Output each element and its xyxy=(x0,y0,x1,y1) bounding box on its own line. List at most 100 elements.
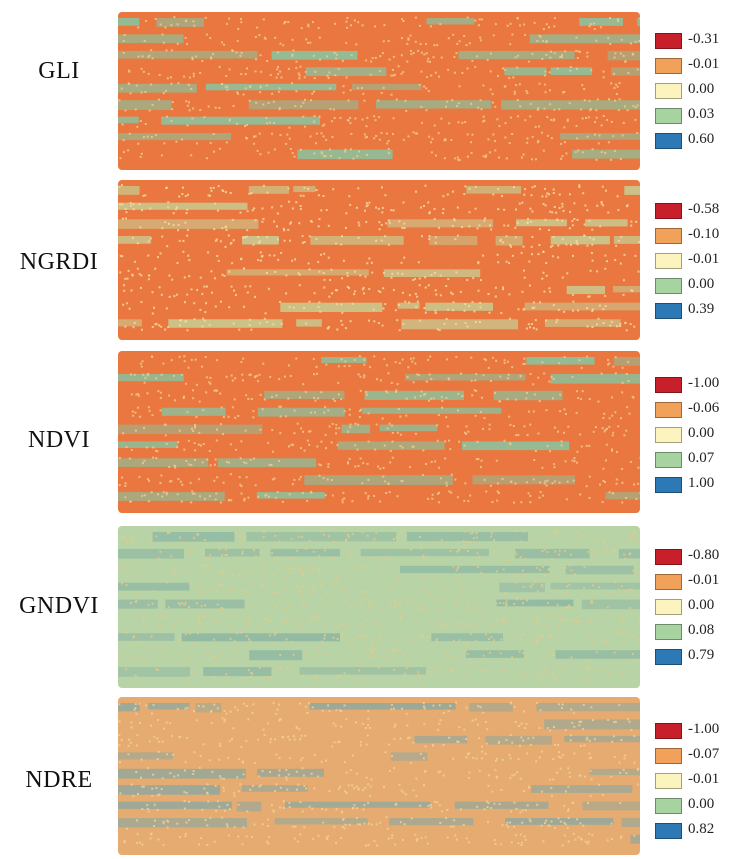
plot-dot xyxy=(478,555,481,558)
plot-dot xyxy=(579,774,582,777)
plot-dot xyxy=(586,55,589,58)
plot-dot xyxy=(240,631,243,634)
plot-dot xyxy=(127,745,130,747)
plot-dot xyxy=(538,34,541,37)
plot-dot xyxy=(144,91,147,93)
plot-dot xyxy=(559,820,562,823)
plot-dot xyxy=(599,26,602,29)
plot-dot xyxy=(488,601,491,604)
plot-dot xyxy=(367,802,370,805)
plot-dot xyxy=(329,148,331,151)
plot-dot xyxy=(589,269,592,272)
plot-dot xyxy=(353,648,356,651)
plot-dot xyxy=(492,193,495,196)
plot-dot xyxy=(348,823,351,826)
plot-dot xyxy=(418,676,421,679)
plot-dot xyxy=(552,653,555,656)
plot-dot xyxy=(596,270,599,273)
plot-dot xyxy=(120,87,123,90)
plot-dot xyxy=(577,50,580,53)
plot-dot xyxy=(560,142,563,145)
plot-dot xyxy=(492,625,494,628)
plot-dot xyxy=(409,357,412,360)
plot-dot xyxy=(188,259,191,262)
plot-dot xyxy=(324,494,327,497)
plot-dot xyxy=(343,150,346,153)
plot-dot xyxy=(290,538,293,540)
plot-dot xyxy=(395,602,397,605)
plot-dot xyxy=(586,325,589,328)
plot-dot xyxy=(607,37,610,40)
plot-dot xyxy=(205,302,208,305)
plot-dot xyxy=(307,25,310,28)
plot-dot xyxy=(337,67,340,70)
plot-dot xyxy=(515,807,518,810)
plot-dot xyxy=(621,585,623,588)
plot-dot xyxy=(214,106,217,109)
plot-dot xyxy=(387,482,390,485)
plot-dot xyxy=(414,362,417,365)
plot-dot xyxy=(474,414,477,417)
plot-dot xyxy=(391,424,393,427)
plot-dot xyxy=(365,125,368,128)
plot-dot xyxy=(414,40,417,43)
plot-dot xyxy=(382,40,385,43)
plot-dot xyxy=(474,718,477,721)
plot-dot xyxy=(278,378,281,381)
plot-dot xyxy=(615,93,618,95)
plot-dot xyxy=(409,599,412,602)
plot-dot xyxy=(349,117,352,119)
plot-dot xyxy=(445,484,448,487)
plot-dot xyxy=(219,147,221,150)
plot-dot xyxy=(331,135,334,138)
plot-dot xyxy=(344,327,347,330)
plot-dot xyxy=(173,16,176,19)
plot-dot xyxy=(147,406,150,409)
plot-dot xyxy=(299,566,302,569)
plot-dot xyxy=(335,432,337,435)
plot-dot xyxy=(244,87,247,90)
legend-value: 0.00 xyxy=(688,425,715,441)
plot-dot xyxy=(223,709,226,712)
plot-dot xyxy=(290,443,293,446)
plot-dot xyxy=(128,540,131,543)
plot-dot xyxy=(411,360,414,363)
plot-stripe xyxy=(242,236,279,245)
plot-dot xyxy=(326,478,329,481)
legend-swatch xyxy=(655,748,682,764)
plot-dot xyxy=(528,284,531,287)
plot-dot xyxy=(147,500,150,503)
legend-swatch xyxy=(655,599,682,615)
plot-dot xyxy=(162,844,165,847)
plot-dot xyxy=(216,707,219,710)
plot-dot xyxy=(419,395,422,398)
plot-dot xyxy=(639,456,640,459)
plot-dot xyxy=(571,220,574,222)
plot-dot xyxy=(553,25,556,28)
plot-stripe xyxy=(465,650,524,658)
plot-dot xyxy=(564,460,567,463)
plot-dot xyxy=(360,602,363,605)
plot-dot xyxy=(531,323,533,325)
plot-dot xyxy=(524,809,527,812)
plot-dot xyxy=(568,564,571,567)
plot-dot xyxy=(534,319,537,322)
plot-dot xyxy=(185,736,188,739)
plot-dot xyxy=(253,823,256,826)
plot-dot xyxy=(340,303,343,306)
plot-dot xyxy=(485,742,488,745)
plot-dot xyxy=(501,758,504,761)
plot-dot xyxy=(353,19,356,22)
plot-dot xyxy=(565,790,567,793)
plot-dot xyxy=(286,788,289,791)
plot-dot xyxy=(565,498,568,501)
plot-dot xyxy=(322,272,325,275)
plot-dot xyxy=(416,300,419,303)
plot-stripe xyxy=(118,116,139,124)
plot-dot xyxy=(347,430,350,433)
plot-dot xyxy=(337,741,340,744)
plot-dot xyxy=(369,73,372,76)
plot-dot xyxy=(341,632,344,635)
plot-dot xyxy=(246,291,249,294)
plot-dot xyxy=(590,599,593,602)
